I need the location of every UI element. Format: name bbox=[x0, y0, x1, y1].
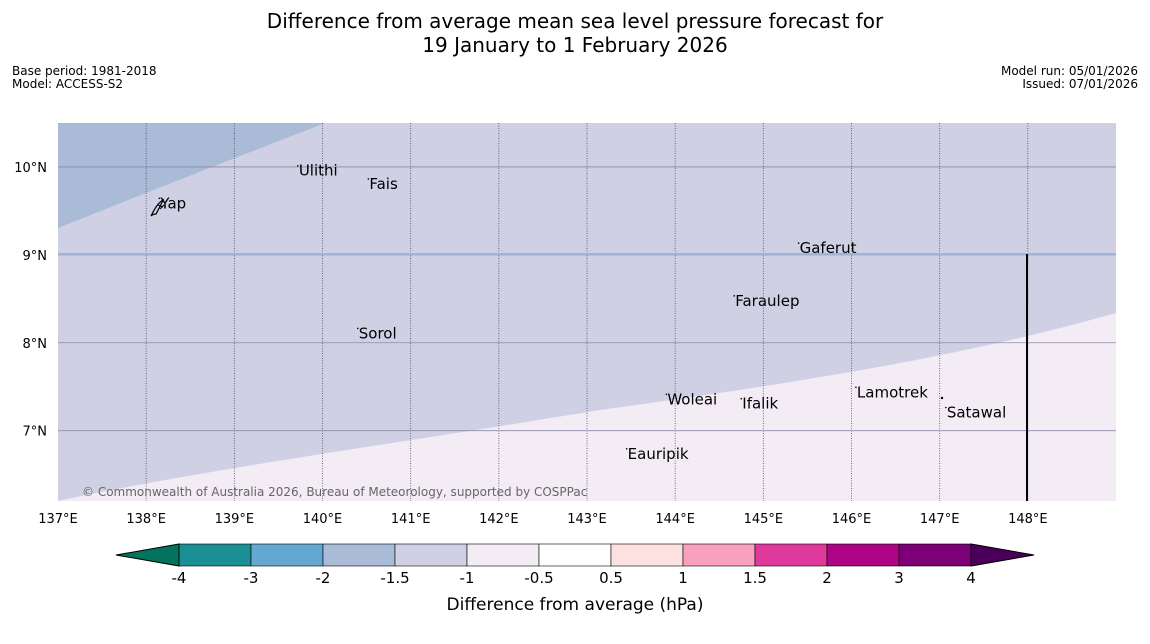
place-label: Lamotrek bbox=[857, 383, 928, 401]
longitude-tick-label: 138°E bbox=[126, 512, 166, 527]
colorbar-segment bbox=[682, 543, 756, 567]
meta-left: Base period: 1981-2018 Model: ACCESS-S2 bbox=[12, 65, 157, 91]
copyright-notice: © Commonwealth of Australia 2026, Bureau… bbox=[82, 485, 587, 499]
place-marker bbox=[158, 197, 161, 200]
place-label: Satawal bbox=[947, 403, 1006, 421]
anomaly-band-neg2-neg1_5 bbox=[58, 123, 325, 228]
colorbar-tick: -0.5 bbox=[524, 569, 553, 587]
place-label: Ifalik bbox=[742, 395, 778, 413]
longitude-tick-label: 144°E bbox=[655, 512, 695, 527]
place-marker bbox=[855, 386, 857, 389]
place-labels: Yap Ulithi Fais Gaferut Faraulep Sorol Woleai I… bbox=[158, 162, 1006, 463]
colorbar-segment bbox=[466, 543, 540, 567]
place-label: Faraulep bbox=[735, 292, 799, 310]
colorbar-segment bbox=[610, 543, 684, 567]
colorbar-segment bbox=[898, 543, 972, 567]
colorbar-tick: -1.5 bbox=[380, 569, 409, 587]
latitude-tick-label: 8°N bbox=[23, 337, 48, 352]
colorbar-high-extend bbox=[970, 543, 1035, 567]
longitude-tick-label: 148°E bbox=[1008, 512, 1048, 527]
longitude-tick-label: 139°E bbox=[215, 512, 255, 527]
colorbar-tick: -2 bbox=[316, 569, 331, 587]
latitude-tick-label: 7°N bbox=[23, 425, 48, 440]
title-line-2: 19 January to 1 February 2026 bbox=[422, 33, 728, 57]
place-marker bbox=[356, 327, 359, 330]
longitude-tick-label: 140°E bbox=[303, 512, 343, 527]
colorbar-segment bbox=[754, 543, 828, 567]
colorbar-tick: -3 bbox=[244, 569, 259, 587]
colorbar-tick: 3 bbox=[894, 569, 904, 587]
place-label: Eauripik bbox=[628, 445, 689, 463]
colorbar-segment bbox=[322, 543, 396, 567]
colorbar-tick: -4 bbox=[172, 569, 187, 587]
title-line-1: Difference from average mean sea level p… bbox=[266, 9, 884, 33]
place-label: Fais bbox=[369, 175, 398, 193]
place-label: Sorol bbox=[359, 324, 397, 342]
place-label: Gaferut bbox=[800, 239, 857, 257]
colorbar-tick: -1 bbox=[460, 569, 475, 587]
issued-date: Issued: 07/01/2026 bbox=[1022, 77, 1138, 91]
yap-island-shape bbox=[150, 198, 165, 217]
place-label: Woleai bbox=[667, 390, 717, 408]
meta-right: Model run: 05/01/2026 Issued: 07/01/2026 bbox=[1001, 65, 1138, 91]
model-name: Model: ACCESS-S2 bbox=[12, 77, 124, 91]
colorbar-segment bbox=[538, 543, 612, 567]
small-island-marker bbox=[940, 396, 944, 400]
place-marker bbox=[665, 393, 668, 396]
colorbar-tick: 0.5 bbox=[599, 569, 623, 587]
place-marker bbox=[367, 178, 370, 180]
colorbar-segment bbox=[394, 543, 468, 567]
anomaly-band-neg1-neg0_5 bbox=[58, 313, 1116, 501]
colorbar-tick: 2 bbox=[822, 569, 832, 587]
colorbar-segments bbox=[178, 543, 972, 567]
colorbar-segment bbox=[178, 543, 252, 567]
place-label: Ulithi bbox=[299, 162, 338, 180]
longitude-tick-label: 137°E bbox=[38, 512, 78, 527]
latitude-tick-label: 10°N bbox=[14, 161, 47, 176]
base-period: Base period: 1981-2018 bbox=[12, 64, 157, 78]
colorbar-tick: 1 bbox=[678, 569, 688, 587]
gridlines bbox=[58, 123, 1116, 501]
longitude-tick-label: 141°E bbox=[391, 512, 431, 527]
colorbar-label: Difference from average (hPa) bbox=[447, 595, 704, 615]
map-figure: Yap Ulithi Fais Gaferut Faraulep Sorol Woleai I… bbox=[14, 123, 1116, 527]
map-title: Difference from average mean sea level p… bbox=[0, 9, 1150, 57]
colorbar-tick: 4 bbox=[966, 569, 976, 587]
model-run: Model run: 05/01/2026 bbox=[1000, 64, 1138, 78]
colorbar-segment bbox=[826, 543, 900, 567]
longitude-tick-label: 146°E bbox=[832, 512, 872, 527]
place-marker bbox=[797, 242, 800, 244]
place-marker bbox=[945, 406, 947, 409]
colorbar-tick-labels: -4 -3 -2 -1.5 -1 -0.5 0.5 1 1.5 2 3 4 bbox=[172, 569, 976, 587]
longitude-tick-label: 145°E bbox=[744, 512, 784, 527]
longitude-tick-label: 143°E bbox=[567, 512, 607, 527]
place-marker bbox=[733, 295, 736, 297]
place-marker bbox=[625, 448, 628, 450]
colorbar-segment bbox=[250, 543, 324, 567]
place-marker bbox=[740, 397, 743, 400]
colorbar-tick: 1.5 bbox=[743, 569, 767, 587]
latitude-labels: 10°N 9°N 8°N 7°N bbox=[14, 161, 47, 440]
longitude-tick-label: 142°E bbox=[479, 512, 519, 527]
colorbar-low-extend bbox=[115, 543, 180, 567]
place-marker bbox=[297, 164, 299, 167]
place-label: Yap bbox=[159, 194, 186, 212]
latitude-tick-label: 9°N bbox=[23, 249, 48, 264]
longitude-labels: 137°E 138°E 139°E 140°E 141°E 142°E 143°E 144°E… bbox=[38, 512, 1047, 527]
longitude-tick-label: 147°E bbox=[920, 512, 960, 527]
